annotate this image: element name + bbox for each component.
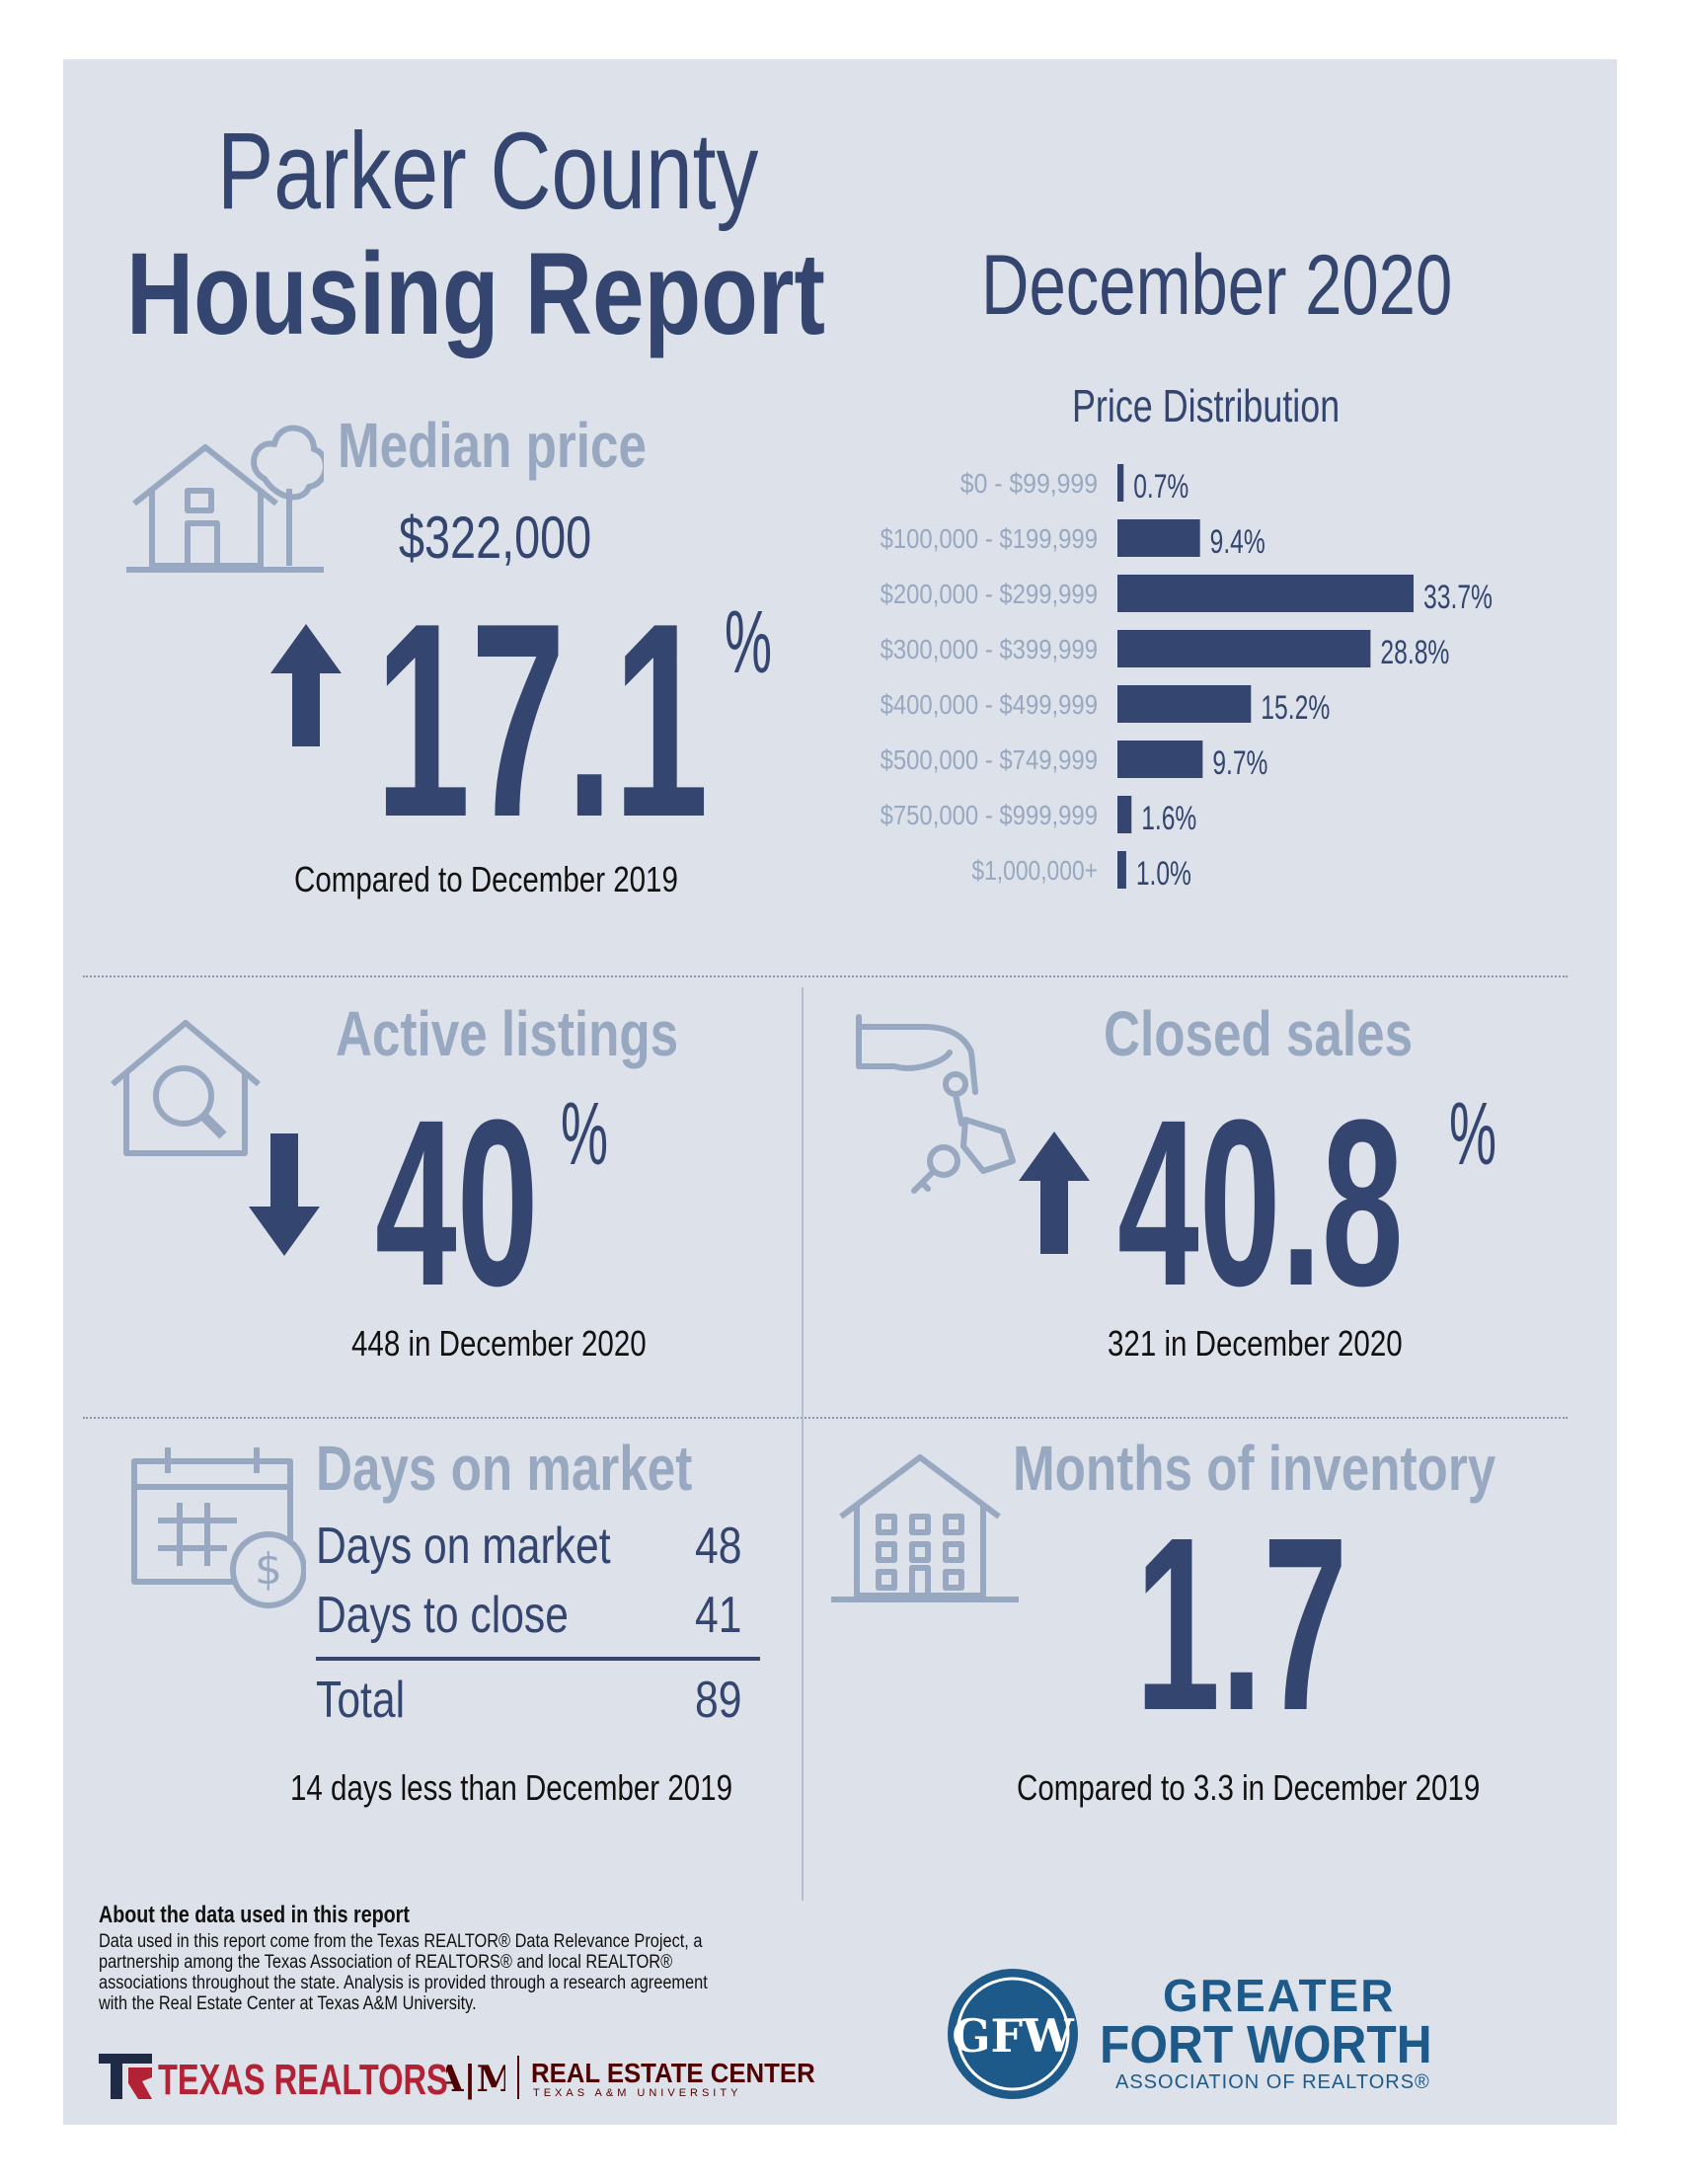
price-bar [1117, 851, 1126, 889]
price-bar-value: 1.6% [1141, 800, 1196, 837]
price-distribution-title: Price Distribution [1072, 380, 1341, 431]
about-line-3: associations throughout the state. Analy… [99, 1973, 708, 1993]
price-bar [1117, 575, 1414, 612]
price-bar [1117, 685, 1252, 723]
gfw-line-2: FORT WORTH [1100, 2015, 1432, 2074]
closed-sales-change: 40.8 [1117, 1070, 1404, 1335]
closed-sales-title: Closed sales [1104, 998, 1414, 1069]
price-distribution-chart: $0 - $99,999 0.7% $100,000 - $199,999 9.4% $… [881, 464, 1493, 893]
price-bar-value: 15.2% [1261, 689, 1330, 727]
real-estate-center-title: REAL ESTATE CENTER [531, 2058, 815, 2088]
active-listings-title: Active listings [336, 998, 679, 1069]
median-price-value: $322,000 [399, 505, 592, 571]
closed-sales-caption: 321 in December 2020 [1108, 1323, 1403, 1364]
price-range-label: $200,000 - $299,999 [881, 579, 1098, 609]
price-range-label: $400,000 - $499,999 [881, 689, 1098, 720]
gfw-seal-icon: GFW [948, 1969, 1078, 2099]
report-panel [63, 59, 1617, 2125]
median-price-title: Median price [338, 410, 647, 481]
price-bar-value: 9.4% [1210, 523, 1265, 561]
median-change-value: 17.1 [375, 567, 709, 875]
calendar-dollar-icon: $ [131, 1447, 306, 1608]
report-period: December 2020 [981, 238, 1453, 333]
about-line-4: with the Real Estate Center at Texas A&M… [99, 1993, 477, 2014]
months-inventory-title: Months of inventory [1013, 1433, 1496, 1504]
dom-row-value-1: 48 [695, 1518, 742, 1575]
texas-realtors-logo-text: TEXAS REALTORS [158, 2056, 448, 2104]
price-bar [1117, 741, 1203, 778]
hand-key-icon [856, 1014, 1016, 1194]
price-range-label: $750,000 - $999,999 [881, 800, 1098, 830]
active-listings-pct: % [561, 1085, 609, 1184]
active-listings-caption: 448 in December 2020 [351, 1323, 647, 1364]
dom-row-value-2: 41 [695, 1587, 742, 1644]
price-bar-value: 1.0% [1136, 855, 1191, 893]
arrow-up-icon [1019, 1131, 1090, 1254]
title-report: Housing Report [126, 229, 825, 359]
price-bar-value: 28.8% [1380, 634, 1449, 671]
svg-text:A|M: A|M [446, 2059, 505, 2100]
texas-am-logo-icon: A|M [446, 2059, 505, 2100]
svg-text:GFW: GFW [952, 2009, 1075, 2063]
price-bar-value: 0.7% [1133, 468, 1189, 506]
price-bar-value: 33.7% [1423, 579, 1493, 616]
texas-realtors-logo-icon [99, 2054, 152, 2099]
dom-total-rule [316, 1657, 760, 1661]
apartment-building-icon [831, 1454, 1019, 1602]
about-text: Data used in this report come from the T… [99, 1931, 730, 2014]
arrow-up-icon [270, 624, 342, 746]
gfw-line-3: ASSOCIATION OF REALTORS® [1115, 2071, 1430, 2093]
days-on-market-title: Days on market [316, 1433, 693, 1504]
dom-row-label-2: Days to close [316, 1587, 569, 1644]
price-range-label: $1,000,000+ [971, 855, 1098, 886]
about-title: About the data used in this report [99, 1902, 410, 1928]
arrow-down-icon [249, 1133, 320, 1256]
price-bar [1117, 519, 1200, 557]
median-change-pct: % [725, 593, 773, 692]
price-range-label: $0 - $99,999 [960, 468, 1098, 499]
real-estate-center-sub: TEXAS A&M UNIVERSITY [533, 2087, 742, 2099]
price-bar [1117, 796, 1132, 833]
divider-top [83, 975, 1568, 977]
about-line-2: partnership among the Texas Association … [99, 1952, 673, 1973]
price-range-label: $100,000 - $199,999 [881, 523, 1098, 554]
months-inventory-caption: Compared to 3.3 in December 2019 [1017, 1767, 1481, 1808]
logo-separator [517, 2056, 519, 2099]
title-county: Parker County [217, 111, 759, 232]
price-bar [1117, 464, 1124, 502]
about-line-1: Data used in this report come from the T… [99, 1931, 703, 1952]
median-caption: Compared to December 2019 [294, 859, 678, 899]
house-tree-icon [126, 425, 324, 573]
dom-row-label-1: Days on market [316, 1518, 611, 1575]
divider-vertical [802, 987, 804, 1901]
price-range-label: $500,000 - $749,999 [881, 744, 1098, 775]
price-range-label: $300,000 - $399,999 [881, 634, 1098, 664]
divider-middle [83, 1417, 1568, 1419]
months-inventory-value: 1.7 [1135, 1486, 1348, 1761]
dom-total-label: Total [316, 1672, 406, 1729]
active-listings-change: 40 [375, 1070, 539, 1335]
house-search-icon [111, 1020, 261, 1156]
svg-text:$: $ [255, 1544, 282, 1595]
dom-total-value: 89 [695, 1672, 742, 1729]
gfw-line-1: GREATER [1163, 1970, 1396, 2021]
price-bar-value: 9.7% [1212, 744, 1267, 782]
price-bar [1117, 630, 1371, 667]
dom-caption: 14 days less than December 2019 [290, 1767, 732, 1808]
closed-sales-pct: % [1449, 1085, 1497, 1184]
